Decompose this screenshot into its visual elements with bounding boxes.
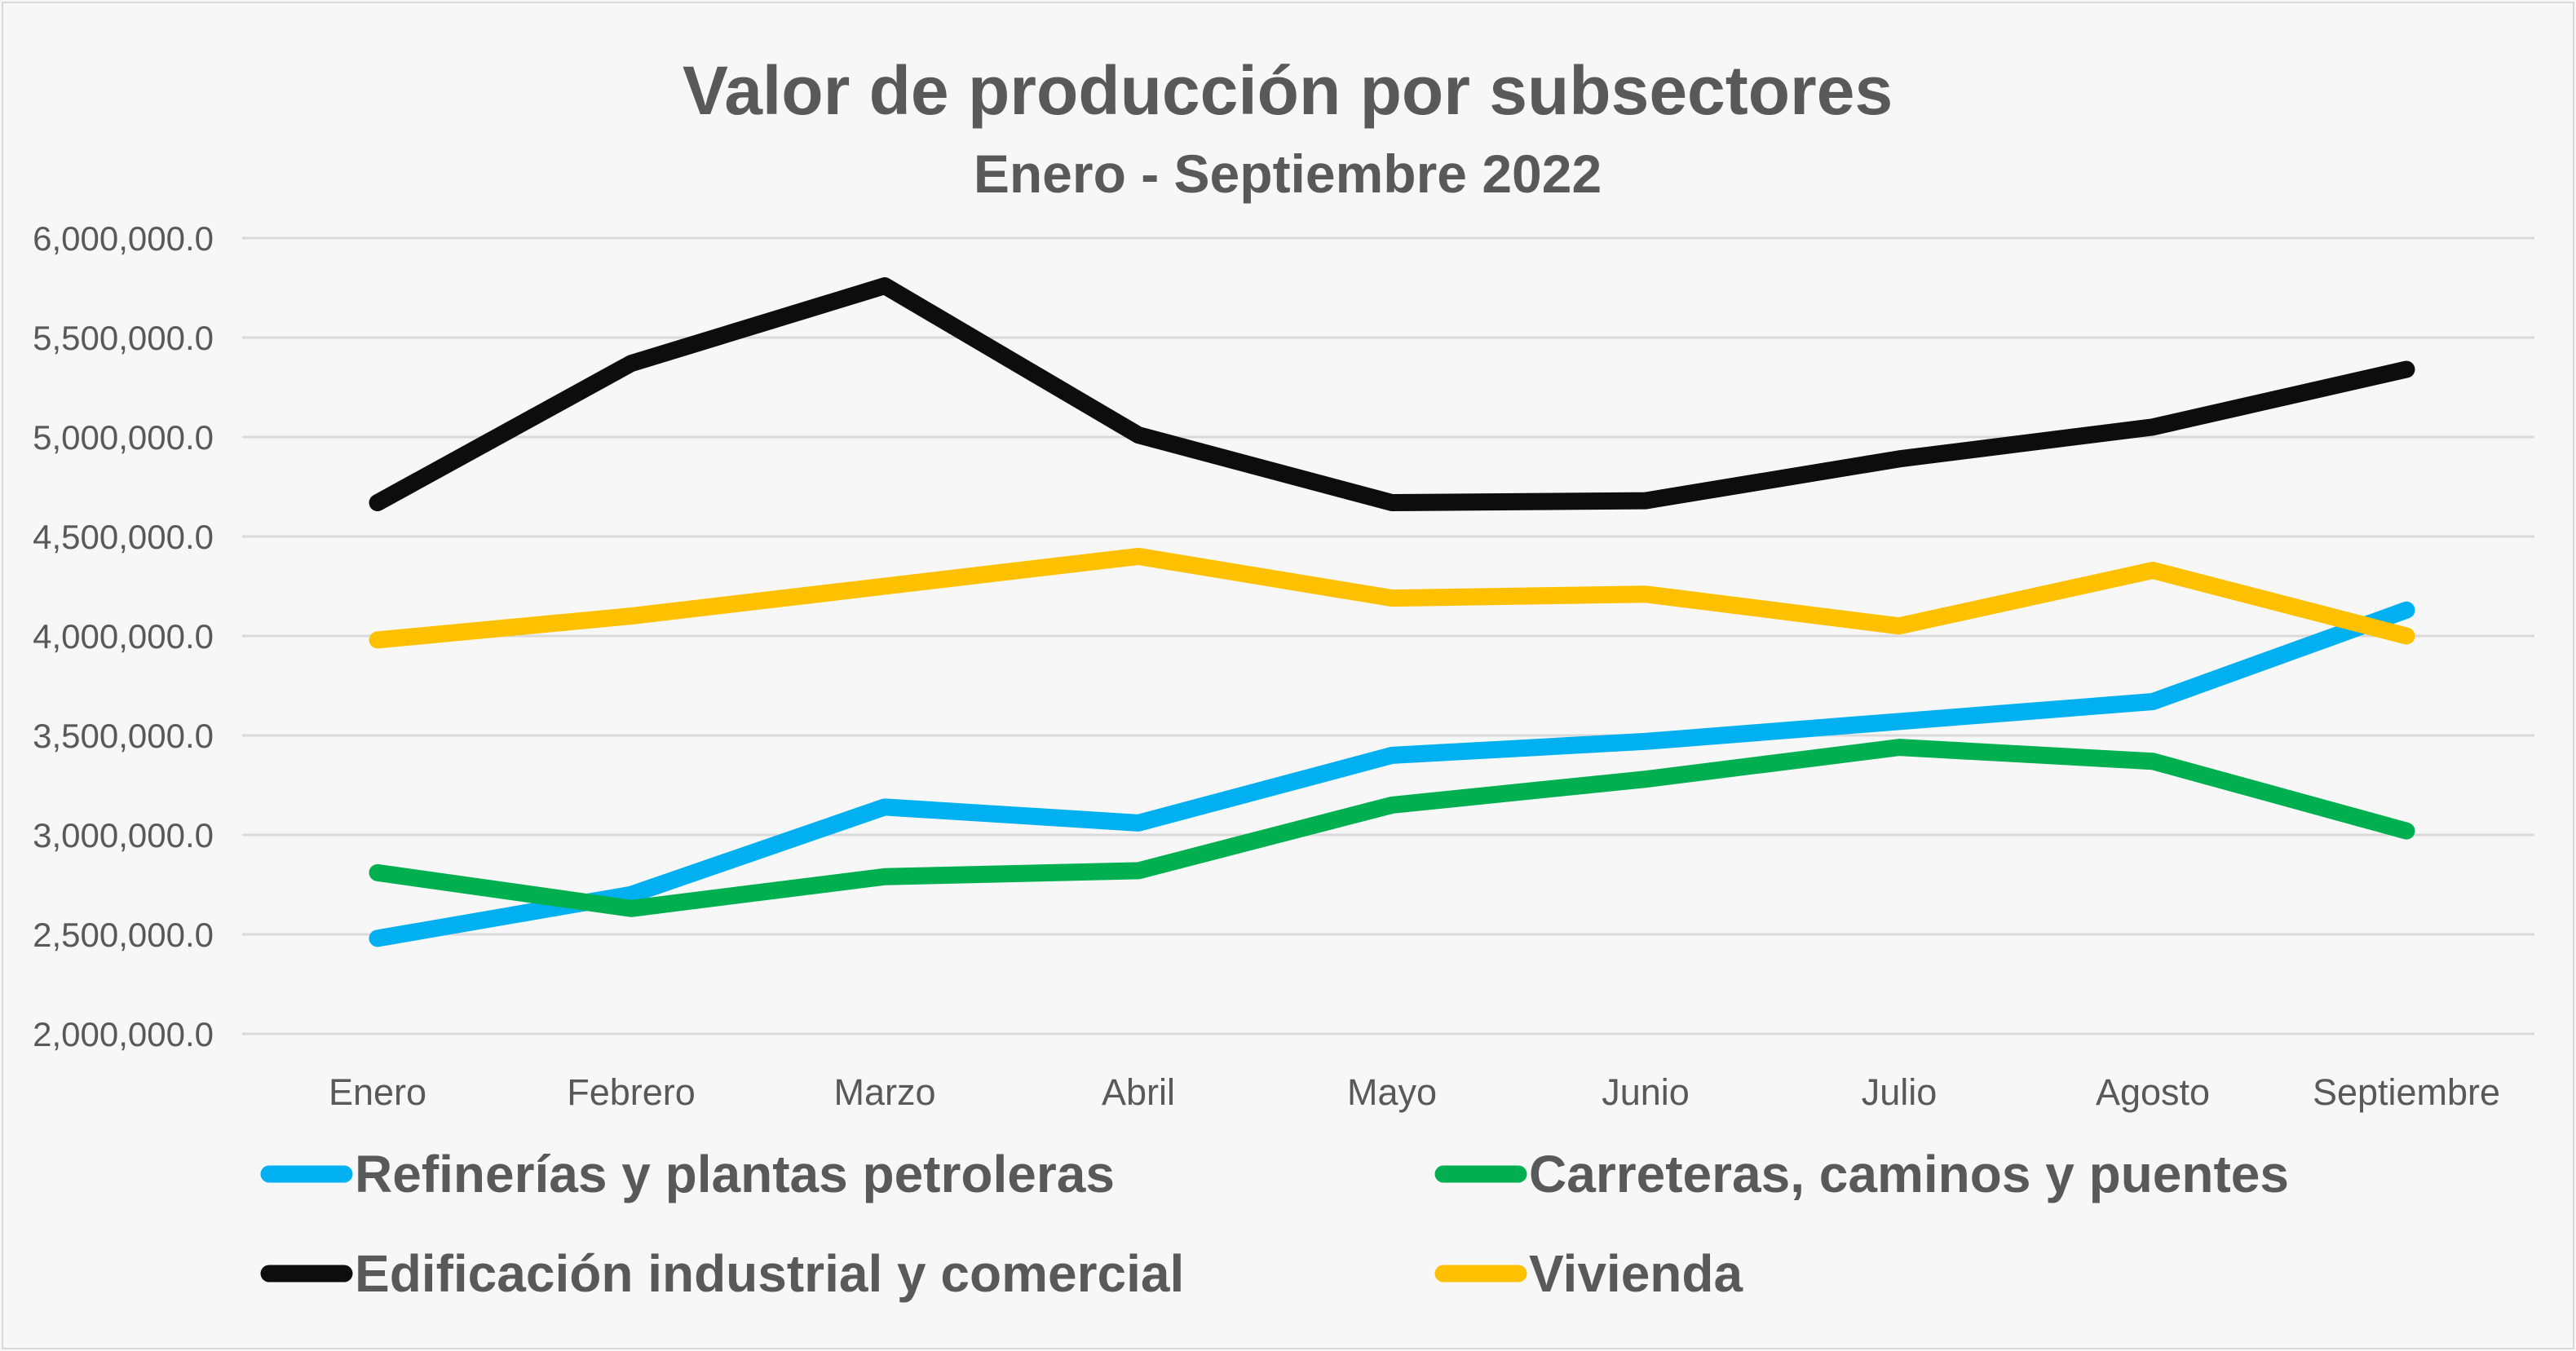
gridlines: [242, 236, 2534, 1035]
y-tick-label: 3,000,000.0: [33, 816, 214, 854]
series-line-2: [369, 739, 2415, 917]
x-tick-label: Marzo: [833, 1071, 935, 1113]
y-tick-label: 3,500,000.0: [33, 717, 214, 755]
series-line-4: [369, 547, 2415, 649]
y-tick-label: 5,000,000.0: [33, 418, 214, 457]
series-line-1: [369, 601, 2415, 947]
y-tick-label: 4,000,000.0: [33, 617, 214, 656]
x-tick-label: Agosto: [2096, 1071, 2210, 1113]
legend-label: Edificación industrial y comercial: [355, 1244, 1184, 1303]
x-tick-label: Julio: [1862, 1071, 1938, 1113]
y-tick-label: 5,500,000.0: [33, 319, 214, 357]
y-tick-label: 4,500,000.0: [33, 518, 214, 556]
x-tick-label: Junio: [1602, 1071, 1690, 1113]
x-tick-label: Septiembre: [2313, 1071, 2500, 1113]
x-tick-label: Abril: [1102, 1071, 1175, 1113]
y-tick-label: 2,000,000.0: [33, 1015, 214, 1053]
legend-label: Carreteras, caminos y puentes: [1529, 1145, 2289, 1203]
legend-label: Refinerías y plantas petroleras: [355, 1145, 1115, 1203]
y-axis-ticks: 2,000,000.0 2,500,000.0 3,000,000.0 3,500,0…: [33, 219, 214, 1053]
x-tick-label: Enero: [329, 1071, 426, 1113]
x-tick-label: Febrero: [567, 1071, 696, 1113]
chart-title: Valor de producción por subsectores: [683, 52, 1893, 129]
x-axis-ticks: Enero Febrero Marzo Abril Mayo Junio Julio Agos…: [329, 1071, 2500, 1113]
y-tick-label: 2,500,000.0: [33, 916, 214, 954]
chart-subtitle: Enero - Septiembre 2022: [974, 143, 1602, 204]
legend-label: Vivienda: [1529, 1244, 1743, 1303]
series-line-3: [369, 277, 2415, 512]
legend: Refinerías y plantas petroleras Carretera…: [260, 1145, 2289, 1303]
y-tick-label: 6,000,000.0: [33, 219, 214, 258]
series-lines: [369, 277, 2415, 947]
x-tick-label: Mayo: [1347, 1071, 1437, 1113]
